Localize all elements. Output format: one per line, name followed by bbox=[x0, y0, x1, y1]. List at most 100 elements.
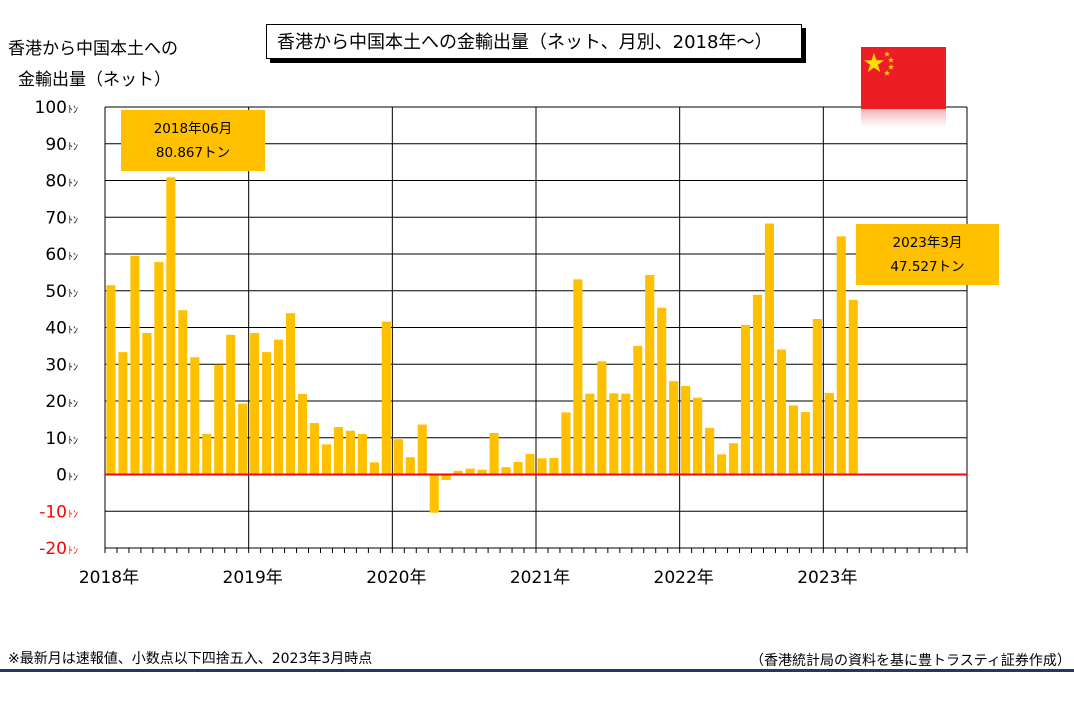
bar bbox=[824, 392, 834, 475]
bar bbox=[250, 333, 260, 475]
bar bbox=[597, 361, 607, 475]
bar bbox=[286, 313, 296, 475]
callout-peak-value: 80.867トン bbox=[155, 144, 231, 161]
bar bbox=[441, 474, 451, 481]
bar bbox=[417, 424, 427, 475]
y-tick-unit: ﾄﾝ bbox=[68, 509, 78, 520]
callout-peak: 2018年06月 80.867トン bbox=[121, 110, 265, 171]
bar bbox=[669, 381, 679, 475]
y-tick-label: 50 bbox=[45, 282, 67, 302]
bar bbox=[393, 439, 403, 475]
callout-latest-date: 2023年3月 bbox=[892, 234, 963, 251]
source-note: （香港統計局の資料を基に豊トラスティ証券作成） bbox=[750, 653, 1071, 669]
x-tick-label: 2021年 bbox=[510, 568, 570, 588]
y-tick-unit: ﾄﾝ bbox=[68, 473, 78, 484]
bar bbox=[609, 393, 619, 475]
y-tick-unit: ﾄﾝ bbox=[68, 399, 78, 410]
bar bbox=[537, 458, 547, 475]
bar bbox=[681, 385, 691, 475]
y-tick-label: 100 bbox=[35, 98, 67, 118]
bar bbox=[740, 324, 751, 475]
y-tick-label: 90 bbox=[45, 135, 67, 155]
y-tick-label: 0 bbox=[56, 466, 67, 486]
footnote: ※最新月は速報値、小数点以下四捨五入、2023年3月時点 bbox=[8, 651, 373, 667]
bar bbox=[178, 310, 188, 475]
y-tick-label: -10 bbox=[39, 502, 67, 522]
x-tick-label: 2020年 bbox=[366, 568, 426, 588]
bar bbox=[657, 307, 667, 475]
y-tick-unit: ﾄﾝ bbox=[68, 105, 78, 116]
bar bbox=[705, 427, 715, 475]
y-tick-label: 40 bbox=[45, 319, 67, 339]
bar bbox=[549, 457, 559, 475]
y-tick-label: 10 bbox=[45, 429, 67, 449]
bar bbox=[752, 294, 763, 475]
y-tick-unit: ﾄﾝ bbox=[68, 252, 78, 263]
y-tick-unit: ﾄﾝ bbox=[68, 289, 78, 300]
y-tick-label: 60 bbox=[45, 245, 67, 265]
bar bbox=[333, 427, 344, 475]
y-tick-label: 70 bbox=[45, 208, 67, 228]
x-tick-label: 2018年 bbox=[79, 568, 139, 588]
bar bbox=[429, 474, 439, 513]
bar bbox=[788, 405, 798, 475]
bar bbox=[453, 470, 463, 475]
bar bbox=[274, 339, 284, 475]
callout-peak-date: 2018年06月 bbox=[153, 120, 233, 137]
bar bbox=[812, 319, 822, 475]
x-tick-label: 2019年 bbox=[223, 568, 283, 588]
y-tick-unit: ﾄﾝ bbox=[68, 546, 78, 557]
bar bbox=[585, 393, 595, 475]
y-tick-unit: ﾄﾝ bbox=[68, 362, 78, 373]
bar bbox=[717, 454, 727, 475]
bar bbox=[836, 236, 846, 475]
bar bbox=[621, 393, 631, 475]
chart-title: 香港から中国本土への金輸出量（ネット、月別、2018年～） bbox=[266, 24, 802, 59]
china-flag-icon bbox=[861, 47, 946, 109]
bar bbox=[130, 255, 140, 475]
bar bbox=[238, 403, 248, 475]
bar bbox=[202, 434, 212, 475]
bar bbox=[501, 467, 511, 475]
y-tick-label: 80 bbox=[45, 172, 67, 192]
y-tick-unit: ﾄﾝ bbox=[68, 179, 78, 190]
bar bbox=[226, 334, 236, 475]
bar bbox=[345, 430, 355, 475]
y-axis-title: 香港から中国本土への 金輸出量（ネット） bbox=[8, 34, 178, 96]
bar bbox=[357, 434, 367, 475]
bar bbox=[645, 274, 655, 475]
bar bbox=[106, 285, 116, 475]
bottom-rule bbox=[0, 669, 1074, 672]
bar bbox=[381, 321, 391, 475]
bar bbox=[525, 453, 535, 475]
bar bbox=[297, 394, 308, 475]
y-tick-unit: ﾄﾝ bbox=[68, 326, 78, 337]
bar bbox=[309, 423, 320, 475]
bar bbox=[465, 468, 475, 475]
callout-latest-value: 47.527トン bbox=[890, 258, 965, 275]
x-tick-label: 2022年 bbox=[654, 568, 714, 588]
bar bbox=[214, 364, 224, 475]
bar bbox=[573, 279, 583, 475]
bar bbox=[369, 462, 379, 475]
bar bbox=[166, 177, 176, 475]
bar bbox=[118, 352, 128, 475]
y-tick-unit: ﾄﾝ bbox=[68, 436, 78, 447]
x-tick-label: 2023年 bbox=[797, 568, 857, 588]
bar bbox=[477, 469, 487, 475]
y-tick-label: 30 bbox=[45, 355, 67, 375]
y-tick-unit: ﾄﾝ bbox=[68, 142, 78, 153]
bar bbox=[693, 397, 703, 475]
bar bbox=[764, 223, 775, 475]
bar bbox=[262, 352, 272, 475]
callout-latest: 2023年3月 47.527トン bbox=[856, 224, 999, 285]
y-axis-title-line2: 金輸出量（ネット） bbox=[18, 70, 171, 90]
bar bbox=[321, 444, 332, 475]
bar bbox=[561, 412, 571, 475]
y-axis-title-line1: 香港から中国本土への bbox=[8, 39, 178, 59]
bar bbox=[728, 443, 739, 475]
bar bbox=[142, 333, 152, 475]
y-tick-label: -20 bbox=[39, 539, 67, 559]
y-tick-unit: ﾄﾝ bbox=[68, 215, 78, 226]
bar bbox=[776, 349, 786, 475]
